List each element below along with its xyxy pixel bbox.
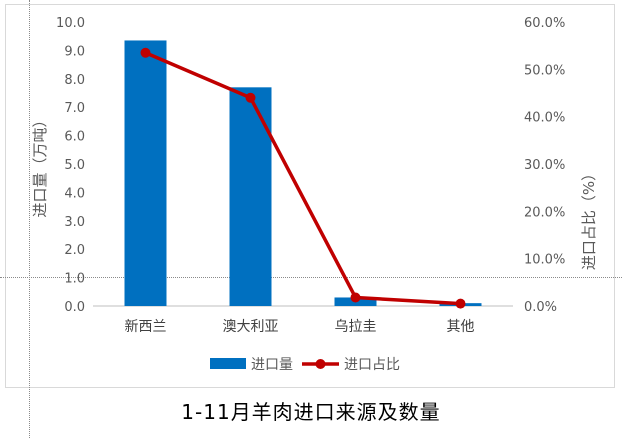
left-tick-label: 4.0 — [64, 186, 85, 201]
left-tick-label: 10.0 — [56, 16, 85, 31]
chart-caption: 1-11月羊肉进口来源及数量 — [181, 400, 441, 424]
legend-label-bar: 进口量 — [251, 357, 293, 373]
y-axis-label-right: 进口占比（%） — [580, 166, 598, 270]
bars — [124, 40, 482, 307]
legend: 进口量 进口占比 — [210, 357, 400, 373]
right-tick-labels: 0.0% 10.0% 20.0% 30.0% 40.0% 50.0% 60.0% — [524, 16, 565, 315]
category-label: 其他 — [447, 319, 475, 335]
left-tick-label: 3.0 — [64, 215, 85, 230]
left-tick-label: 8.0 — [64, 73, 85, 88]
right-tick-label: 0.0% — [524, 300, 557, 315]
legend-label-line: 进口占比 — [344, 357, 400, 373]
category-labels: 新西兰 澳大利亚 乌拉圭 其他 — [125, 319, 475, 335]
ratio-point-4 — [455, 298, 466, 309]
left-tick-label: 0.0 — [64, 300, 85, 315]
y-axis-label-left: 进口量（万吨） — [31, 112, 49, 217]
left-tick-labels: 0.0 1.0 2.0 3.0 4.0 5.0 6.0 7.0 8.0 9.0 10.0 — [56, 16, 85, 315]
left-tick-label: 6.0 — [64, 130, 85, 145]
ratio-line — [140, 47, 466, 309]
left-tick-label: 2.0 — [64, 243, 85, 258]
ratio-point-2 — [245, 92, 256, 103]
category-label: 乌拉圭 — [335, 319, 377, 335]
right-tick-label: 60.0% — [524, 16, 565, 31]
guide-line-vertical — [29, 0, 30, 438]
bar-1 — [124, 40, 167, 307]
right-tick-label: 50.0% — [524, 63, 565, 78]
legend-swatch-bar — [210, 358, 246, 369]
right-tick-label: 40.0% — [524, 111, 565, 126]
right-tick-label: 10.0% — [524, 253, 565, 268]
right-tick-label: 30.0% — [524, 158, 565, 173]
left-tick-label: 5.0 — [64, 158, 85, 173]
left-tick-label: 9.0 — [64, 44, 85, 59]
chart-frame — [5, 4, 615, 388]
category-label: 澳大利亚 — [223, 319, 279, 335]
legend-swatch-marker — [315, 359, 326, 369]
right-tick-label: 20.0% — [524, 205, 565, 220]
ratio-line-path — [144, 51, 461, 306]
guide-line-horizontal — [0, 277, 622, 278]
left-tick-label: 7.0 — [64, 101, 85, 116]
category-label: 新西兰 — [125, 319, 167, 335]
ratio-point-1 — [140, 47, 151, 58]
left-tick-label: 1.0 — [64, 272, 85, 287]
ratio-point-3 — [350, 292, 361, 303]
bar-2 — [229, 87, 272, 306]
